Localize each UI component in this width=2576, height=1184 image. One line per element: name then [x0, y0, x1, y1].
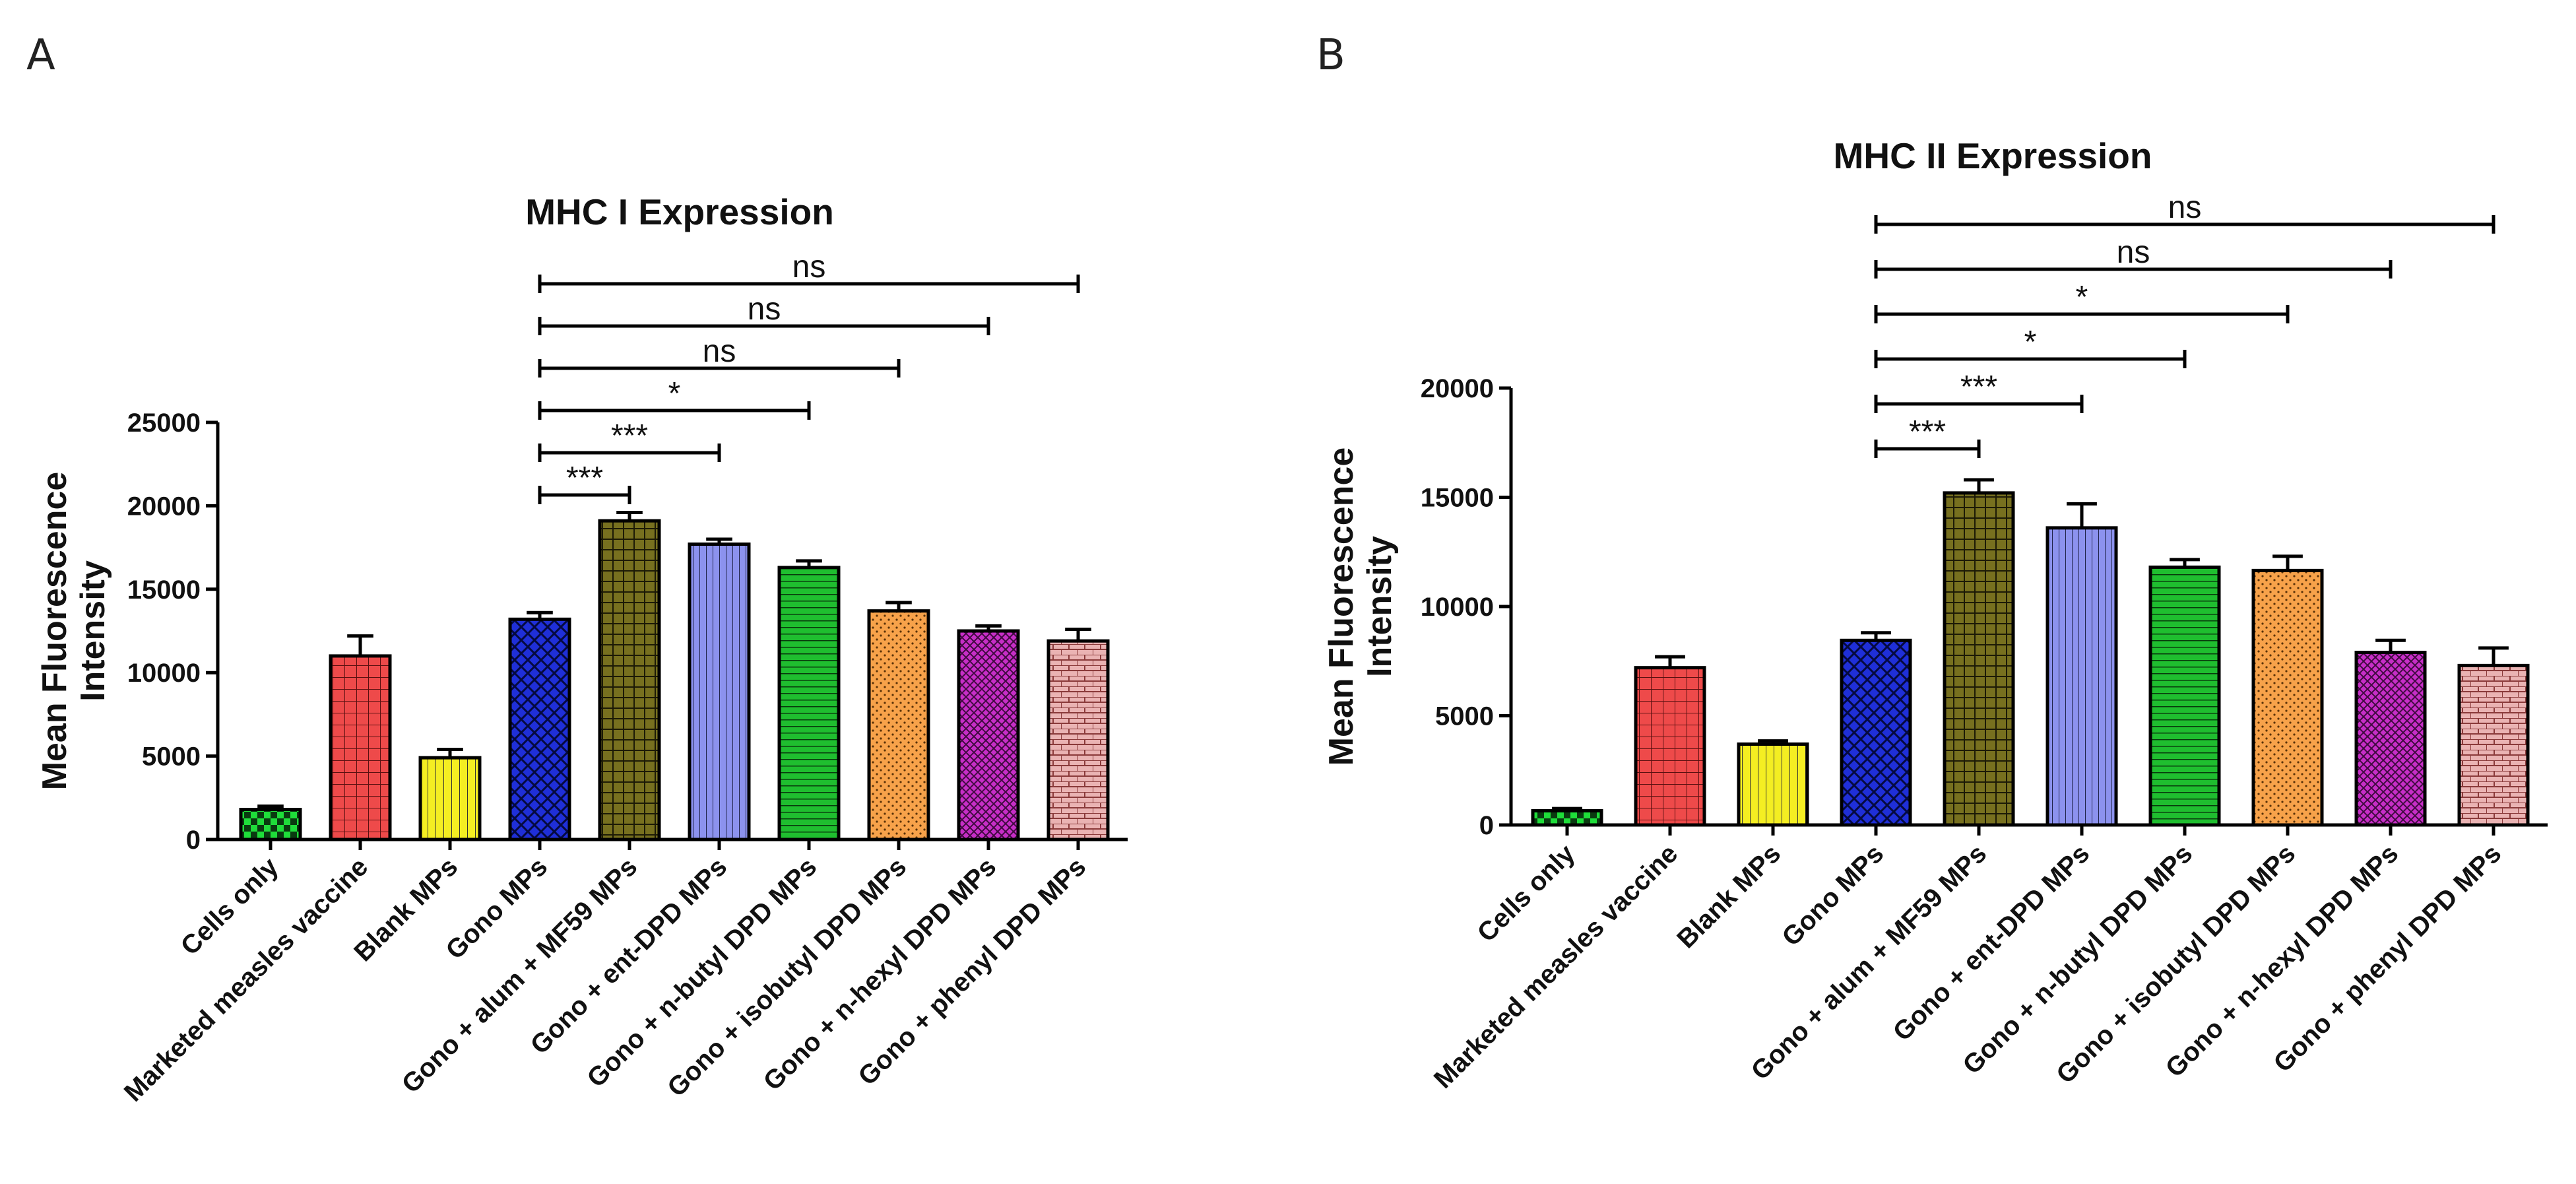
bar-gono-n-hexyl-dpd-mps: [2354, 651, 2427, 827]
significance-label: ns: [2117, 235, 2150, 270]
bar-gono-phenyl-dpd-mps: [1046, 639, 1110, 841]
bar-gono-n-hexyl-dpd-mps: [957, 629, 1020, 841]
y-axis-label-line: Intensity: [1361, 536, 1399, 677]
bar-gono-n-butyl-dpd-mps: [777, 566, 841, 841]
y-tick-label: 20000: [127, 492, 201, 521]
bar-gono-ent-dpd-mps: [688, 543, 751, 841]
significance-label: ns: [748, 292, 781, 327]
bar-gono-isobutyl-dpd-mps: [867, 609, 930, 841]
bar-blank-mps: [1737, 742, 1809, 827]
y-tick-label: 0: [186, 826, 201, 855]
bar-marketed-measles-vaccine: [1634, 666, 1706, 827]
category-label-gono-ent-dpd-mps: Gono + ent-DPD MPs: [1888, 839, 2096, 1047]
bar-marketed-measles-vaccine: [329, 654, 392, 841]
y-tick-label: 0: [1479, 811, 1494, 840]
bar-blank-mps: [418, 756, 482, 841]
bar-gono-mps: [1840, 638, 1912, 827]
y-axis-label-line: Mean Fluorescence: [1322, 447, 1361, 766]
chart-title: MHC I Expression: [525, 191, 834, 232]
bar-gono-mps: [508, 617, 571, 841]
chart-title: MHC II Expression: [1834, 135, 2152, 176]
y-axis-label-line: Mean Fluorescence: [36, 472, 74, 791]
significance-label: ns: [792, 249, 826, 284]
significance-label: ns: [703, 334, 736, 369]
bar-gono-isobutyl-dpd-mps: [2251, 568, 2324, 827]
y-tick-label: 20000: [1421, 374, 1494, 403]
chart-mhc-ii: MHC II Expression Mean FluorescenceIntens…: [1322, 135, 2548, 1094]
y-tick-label: 15000: [1421, 484, 1494, 513]
bar-cells-only: [1531, 808, 1603, 827]
significance-label: ***: [1909, 414, 1946, 449]
y-axis-label: Mean FluorescenceIntensity: [36, 472, 112, 791]
significance-label: ***: [611, 418, 648, 453]
y-tick-label: 10000: [127, 659, 201, 688]
y-tick-label: 15000: [127, 576, 201, 605]
significance-label: ***: [566, 461, 603, 496]
bar-gono-phenyl-dpd-mps: [2457, 663, 2530, 827]
bar-gono-alum-mf59-mps: [598, 519, 661, 841]
significance-label: *: [668, 376, 681, 411]
y-axis-label-line: Intensity: [74, 560, 112, 702]
panel-letter-b: B: [1316, 31, 1345, 80]
significance-label: *: [2076, 280, 2088, 315]
chart-mhc-i: MHC I Expression Mean FluorescenceIntensi…: [36, 191, 1128, 1107]
significance-label: ***: [1960, 370, 1997, 405]
panel-letter-a: A: [26, 31, 55, 80]
bar-cells-only: [239, 807, 302, 841]
category-label-blank-mps: Blank MPs: [1671, 839, 1786, 954]
bar-gono-ent-dpd-mps: [2045, 526, 2118, 827]
bar-gono-alum-mf59-mps: [1943, 491, 2015, 827]
significance-label: ns: [2168, 190, 2202, 225]
y-tick-label: 10000: [1421, 593, 1494, 622]
significance-label: *: [2024, 325, 2037, 360]
bar-gono-n-butyl-dpd-mps: [2148, 565, 2221, 827]
y-tick-label: 5000: [142, 742, 201, 772]
category-label-cells-only: Cells only: [1472, 839, 1581, 948]
category-label-gono-mps: Gono MPs: [1776, 839, 1889, 952]
y-tick-label: 5000: [1435, 702, 1494, 731]
y-axis-label: Mean FluorescenceIntensity: [1322, 447, 1399, 766]
y-tick-label: 25000: [127, 409, 201, 438]
